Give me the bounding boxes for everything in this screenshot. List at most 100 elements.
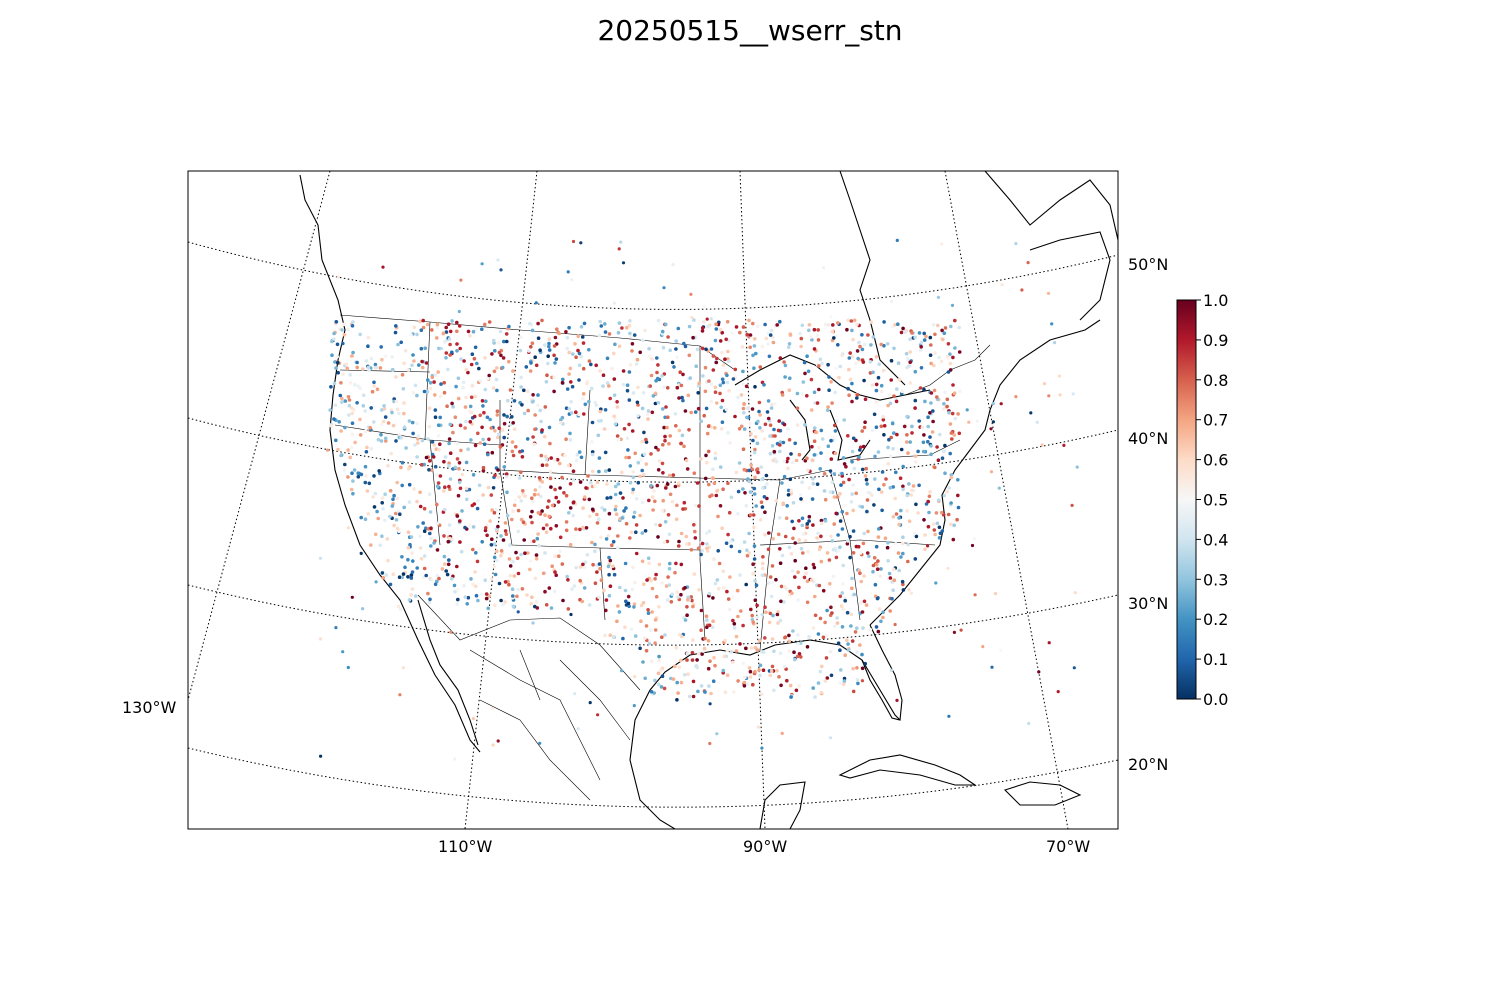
station-point <box>720 398 725 403</box>
station-point <box>363 480 368 485</box>
station-point <box>875 596 880 601</box>
station-point <box>499 549 504 553</box>
station-point <box>480 399 485 403</box>
station-point <box>860 610 865 614</box>
station-point <box>748 421 752 426</box>
station-point <box>917 483 921 488</box>
station-point <box>893 323 897 327</box>
station-point <box>503 529 508 533</box>
station-point <box>862 425 867 430</box>
station-point <box>871 370 875 375</box>
longitude-labels: 130°W 110°W 90°W 70°W <box>122 698 1090 856</box>
station-point <box>787 388 792 393</box>
station-point <box>410 570 415 574</box>
station-point <box>381 576 386 580</box>
station-point <box>410 551 414 555</box>
station-point <box>380 571 385 575</box>
station-point <box>864 477 869 482</box>
station-point <box>536 393 540 397</box>
station-point <box>714 360 719 365</box>
station-point <box>948 352 952 357</box>
station-point <box>720 330 724 335</box>
station-point <box>413 443 417 447</box>
station-point <box>749 432 753 436</box>
station-point <box>557 554 561 558</box>
station-point <box>379 422 384 427</box>
station-point <box>419 328 424 333</box>
station-point <box>813 401 817 405</box>
station-point <box>744 646 748 651</box>
station-point <box>914 502 918 507</box>
station-point <box>424 526 428 530</box>
station-point <box>491 386 496 390</box>
station-point <box>554 524 559 528</box>
station-point <box>751 620 755 624</box>
colorbar-tick-label: 0.5 <box>1203 491 1228 510</box>
station-point <box>1050 322 1054 326</box>
station-point <box>540 428 544 432</box>
station-point <box>620 326 624 330</box>
station-point <box>532 442 537 447</box>
station-point <box>433 415 438 420</box>
station-point <box>470 503 475 508</box>
station-point <box>547 344 551 349</box>
station-point <box>856 544 861 549</box>
station-point <box>447 536 452 541</box>
station-point <box>334 366 338 370</box>
station-point <box>769 669 774 673</box>
station-point <box>353 383 357 387</box>
station-point <box>752 557 757 561</box>
station-point <box>846 434 850 438</box>
station-point <box>435 322 440 327</box>
station-point <box>466 595 471 600</box>
station-point <box>953 346 957 350</box>
station-point <box>502 339 506 344</box>
station-point <box>874 355 879 359</box>
station-point <box>650 586 655 591</box>
station-point <box>477 547 482 551</box>
station-point <box>766 342 770 346</box>
station-point <box>471 582 475 587</box>
station-point <box>493 349 497 353</box>
station-point <box>600 506 604 510</box>
station-point <box>642 430 646 435</box>
station-point <box>952 523 956 528</box>
station-point <box>552 353 556 358</box>
station-point <box>682 341 686 346</box>
station-point <box>488 519 493 523</box>
station-point <box>811 562 816 567</box>
station-point <box>528 515 533 519</box>
station-point <box>797 684 801 688</box>
station-point <box>706 666 711 671</box>
station-point <box>812 453 817 457</box>
station-point <box>516 529 521 534</box>
station-point <box>704 614 709 618</box>
station-point <box>399 436 403 440</box>
station-point <box>711 368 716 372</box>
parallel-40n <box>188 417 1118 483</box>
station-point <box>437 447 441 452</box>
station-point <box>705 618 709 622</box>
station-point <box>890 299 894 303</box>
station-point <box>640 406 645 411</box>
station-point <box>386 558 390 563</box>
station-point <box>952 630 957 635</box>
station-point <box>753 385 757 389</box>
station-point <box>345 366 350 371</box>
station-point <box>601 373 606 378</box>
station-point <box>680 433 685 438</box>
station-point <box>745 415 749 420</box>
station-point <box>762 437 767 441</box>
station-point <box>608 558 613 563</box>
station-point <box>660 508 664 513</box>
colorbar-tick-label: 0.1 <box>1203 650 1228 669</box>
station-point <box>799 497 803 501</box>
station-point <box>812 565 817 570</box>
station-point <box>779 584 784 589</box>
station-point <box>810 444 814 449</box>
canada-north <box>984 171 1118 241</box>
station-point <box>571 513 575 518</box>
station-point <box>666 415 670 420</box>
station-point <box>442 489 446 493</box>
